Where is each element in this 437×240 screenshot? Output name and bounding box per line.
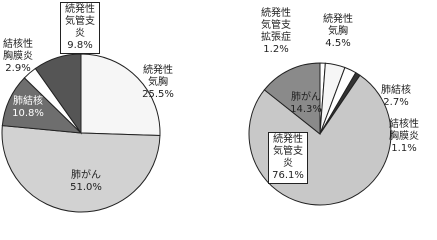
slice-label: 肺結核 2.7% bbox=[380, 85, 412, 109]
slice-value: 2.7% bbox=[383, 97, 409, 108]
slice-name: 肺結核 bbox=[381, 85, 411, 96]
slice-label: 肺がん 51.0% bbox=[70, 170, 102, 194]
slice-value: 14.3% bbox=[290, 104, 322, 115]
slice-value: 2.9% bbox=[5, 63, 31, 74]
slice-label: 続発性気管支拡張症 1.2% bbox=[260, 8, 292, 56]
slice-label: 続発性気胸 25.5% bbox=[142, 65, 174, 101]
slice-label: 続発性気管支炎 9.8% bbox=[60, 2, 100, 54]
slice-value: 1.2% bbox=[263, 44, 289, 55]
slice-name: 結核性胸膜炎 bbox=[389, 119, 419, 142]
slice-name: 続発性気管支炎 bbox=[65, 4, 95, 39]
slice-label: 続発性気胸 4.5% bbox=[322, 14, 354, 50]
pie-slice bbox=[263, 62, 321, 136]
slice-label: 肺がん 14.3% bbox=[290, 92, 322, 116]
slice-value: 51.0% bbox=[70, 182, 102, 193]
slice-name: 続発性気管支炎 bbox=[273, 134, 303, 169]
pie-slice bbox=[80, 53, 161, 136]
slice-name: 続発性気胸 bbox=[143, 65, 173, 88]
slice-name: 続発性気胸 bbox=[323, 14, 353, 37]
slice-value: 10.8% bbox=[12, 108, 44, 119]
slice-value: 1.1% bbox=[391, 143, 417, 154]
slice-label: 結核性胸膜炎 2.9% bbox=[2, 39, 34, 75]
slice-value: 4.5% bbox=[325, 38, 351, 49]
slice-value: 25.5% bbox=[142, 89, 174, 100]
slice-label: 肺結核 10.8% bbox=[12, 96, 44, 120]
page: 続発性気胸 25.5% 肺がん 51.0% 肺結核 10.8% 結核性胸膜炎 2.9% 続発性気… bbox=[1, 2, 420, 213]
slice-value: 76.1% bbox=[272, 170, 304, 181]
slice-label: 続発性気管支炎 76.1% bbox=[268, 132, 308, 184]
slice-name: 肺がん bbox=[71, 170, 101, 181]
slice-label: 結核性胸膜炎 1.1% bbox=[388, 119, 420, 155]
slice-name: 続発性気管支拡張症 bbox=[261, 8, 291, 43]
slice-name: 肺結核 bbox=[13, 96, 43, 107]
pie-slice bbox=[1, 125, 161, 213]
slice-value: 9.8% bbox=[67, 40, 93, 51]
pie-slice bbox=[34, 53, 82, 135]
slice-name: 結核性胸膜炎 bbox=[3, 39, 33, 62]
slice-name: 肺がん bbox=[291, 92, 321, 103]
